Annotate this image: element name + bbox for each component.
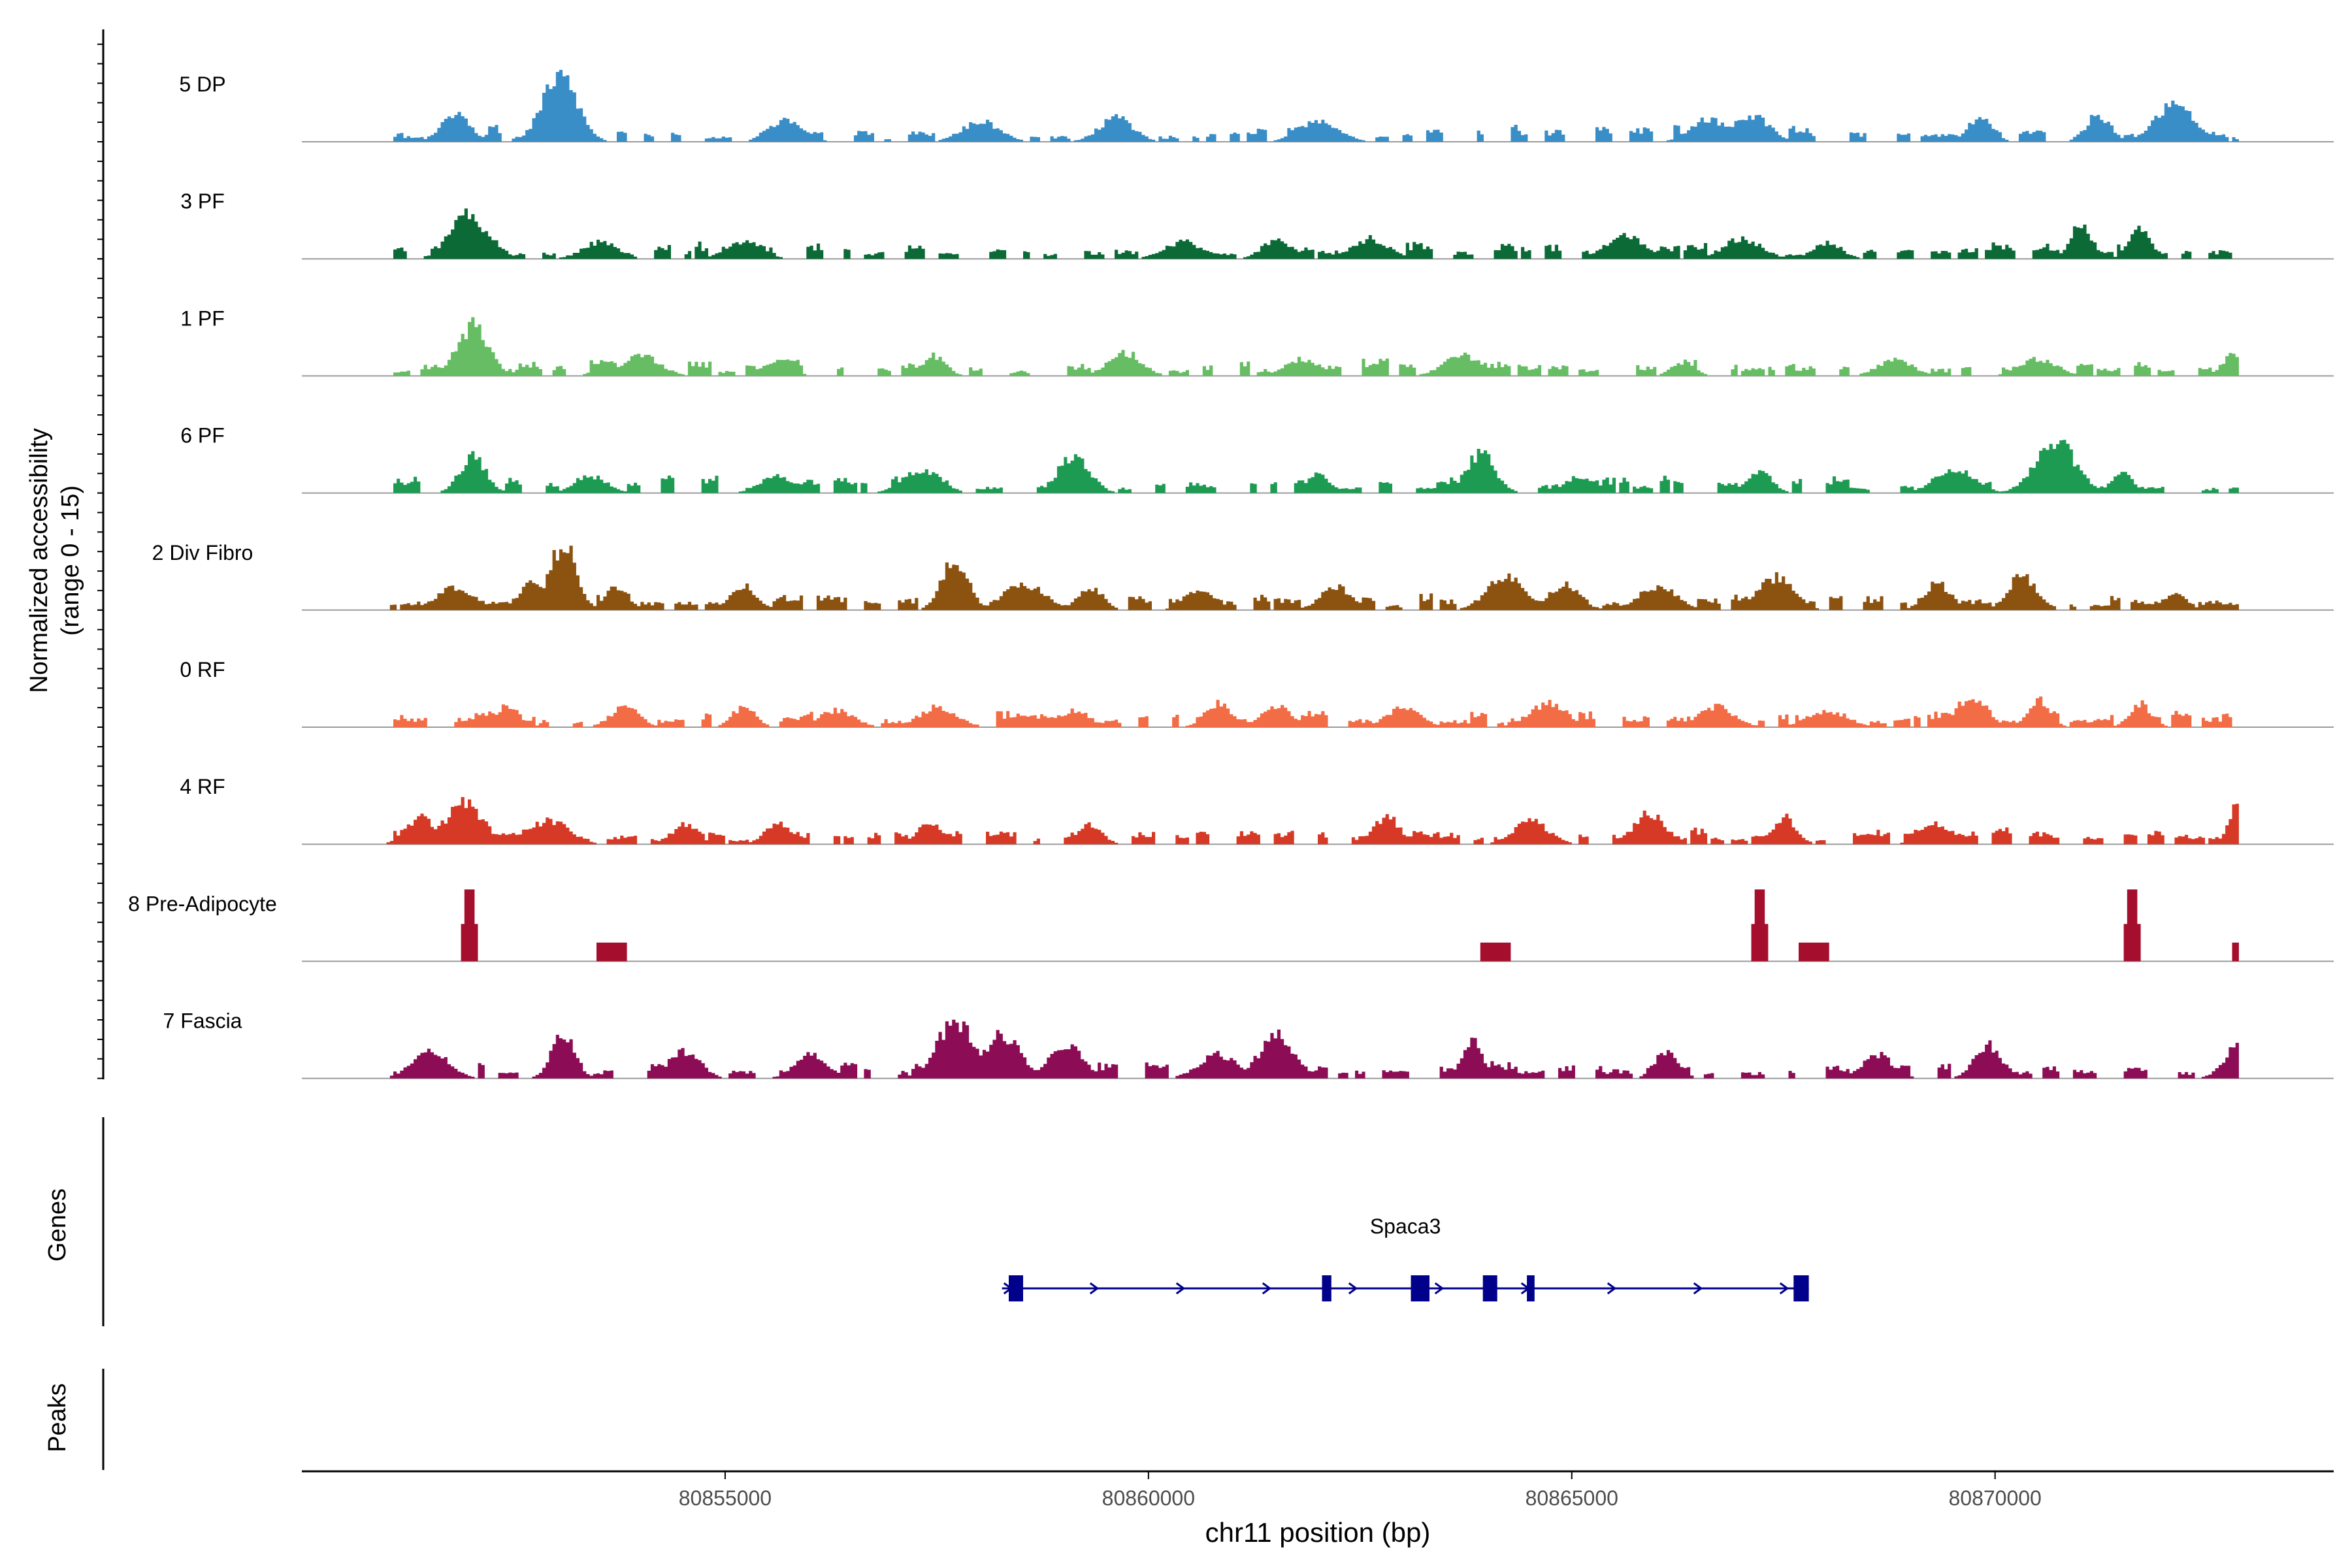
track-5-dp: 5 DP (179, 70, 2334, 142)
coverage-tracks: 5 DP 3 PF 1 PF 6 PF 2 Div Fibro 0 RF 4 RF 8 Pre… (128, 70, 2334, 1079)
track-label: 3 PF (180, 189, 225, 213)
strand-arrow (1348, 1282, 1358, 1295)
peaks-track-label: Peaks (44, 1383, 71, 1452)
coverage-area (386, 797, 2239, 845)
exon-block (1527, 1275, 1535, 1301)
y-axis-label-line1: Normalized accessibility (25, 428, 53, 693)
gene-name: Spaca3 (1370, 1215, 1441, 1238)
exon-block (1411, 1275, 1429, 1301)
track-4-rf: 4 RF (180, 775, 2334, 845)
track-label: 1 PF (180, 306, 225, 330)
x-axis: 80855000 80860000 80865000 80870000 (302, 1470, 2334, 1510)
track-7-fascia: 7 Fascia (163, 1009, 2334, 1079)
track-6-pf: 6 PF (180, 424, 2334, 494)
strand-arrow (1175, 1282, 1186, 1295)
x-tick-label: 80865000 (1526, 1486, 1618, 1510)
x-tick-label: 80870000 (1948, 1486, 2041, 1510)
exon-block (1322, 1275, 1331, 1301)
coverage-area (393, 317, 2239, 376)
track-2-div-fibro: 2 Div Fibro (152, 541, 2334, 611)
track-1-pf: 1 PF (180, 306, 2334, 377)
strand-arrow (1262, 1282, 1272, 1295)
track-label: 7 Fascia (163, 1009, 242, 1033)
track-label: 8 Pre-Adipocyte (128, 892, 277, 915)
exon-block (1482, 1275, 1497, 1301)
x-tick-label: 80855000 (679, 1486, 772, 1510)
exon-block (1793, 1275, 1809, 1301)
strand-arrow (1089, 1282, 1100, 1295)
coverage-area (393, 70, 2239, 142)
strand-arrow (1779, 1282, 1789, 1295)
coverage-area (393, 208, 2232, 259)
track-8-pre-adipocyte: 8 Pre-Adipocyte (128, 889, 2334, 962)
track-label: 0 RF (180, 658, 225, 681)
coverage-area (461, 889, 2239, 962)
coverage-y-axis (97, 29, 105, 1079)
genes-track: Spaca3 (102, 1117, 1809, 1326)
strand-arrow (1693, 1282, 1703, 1295)
track-label: 4 RF (180, 775, 225, 798)
coverage-area (393, 440, 2239, 493)
exon-block (1009, 1275, 1023, 1301)
x-axis-label: chr11 position (bp) (1205, 1517, 1431, 1548)
genes-track-label: Genes (44, 1188, 71, 1262)
coverage-area (389, 546, 2239, 610)
track-label: 2 Div Fibro (152, 541, 253, 564)
x-tick-label: 80860000 (1102, 1486, 1195, 1510)
track-3-pf: 3 PF (180, 189, 2334, 260)
track-0-rf: 0 RF (180, 658, 2334, 728)
gene-spaca3: Spaca3 (1002, 1215, 1809, 1301)
strand-arrow (1434, 1282, 1445, 1295)
track-label: 5 DP (179, 73, 225, 96)
y-axis-label-line2: (range 0 - 15) (57, 485, 84, 636)
coverage-area (389, 1019, 2239, 1079)
coverage-area (393, 696, 2232, 727)
strand-arrow (1607, 1282, 1617, 1295)
track-label: 6 PF (180, 424, 225, 448)
